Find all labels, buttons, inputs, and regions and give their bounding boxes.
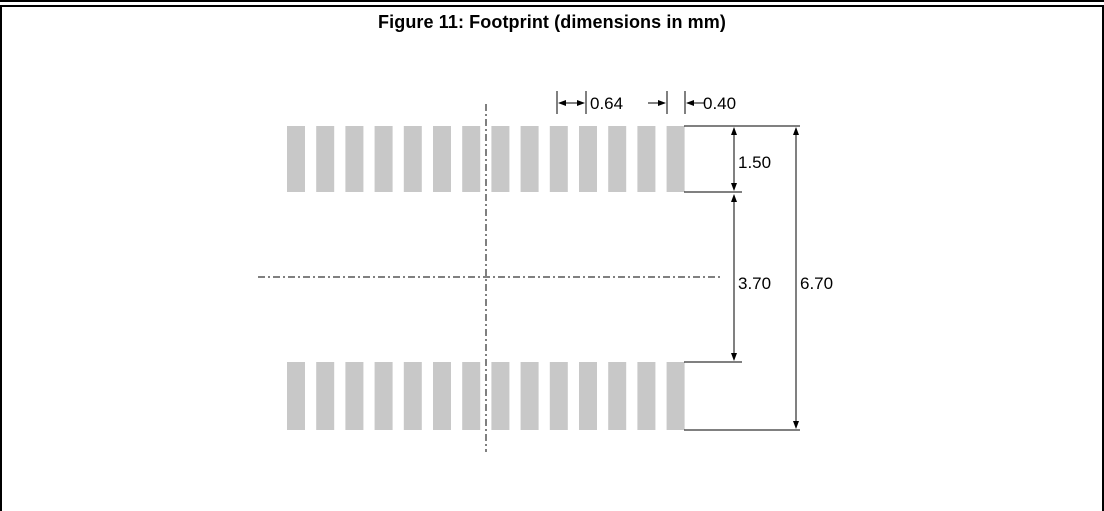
top-pad	[433, 126, 451, 192]
bottom-pad	[316, 362, 335, 430]
left-border-line	[0, 5, 2, 511]
overall-label: 6.70	[800, 274, 833, 293]
top-pad	[491, 126, 510, 192]
top-pad	[316, 126, 335, 192]
bottom-pad	[374, 362, 393, 430]
figure-title: Figure 11: Footprint (dimensions in mm)	[378, 12, 726, 32]
top-border-line-inner	[0, 5, 1104, 7]
top-pad-row	[287, 126, 685, 192]
top-pad	[287, 126, 305, 192]
top-pad	[403, 126, 422, 192]
pad-width-label: 0.40	[703, 94, 736, 113]
bottom-pad	[403, 362, 422, 430]
top-pad	[462, 126, 481, 192]
overall-dimension: 6.70	[793, 127, 833, 429]
extension-lines	[684, 125, 800, 431]
bottom-pad	[579, 362, 597, 430]
bottom-pad	[666, 362, 685, 430]
gap-dimension: 3.70	[731, 194, 771, 361]
top-pad	[520, 126, 539, 192]
bottom-pad	[287, 362, 305, 430]
pitch-label: 0.64	[590, 94, 623, 113]
bottom-pad-row	[287, 362, 685, 430]
bottom-pad	[433, 362, 451, 430]
bottom-pad	[637, 362, 656, 430]
bottom-pad	[608, 362, 627, 430]
gap-label: 3.70	[738, 274, 771, 293]
pitch-dimension: 0.64	[556, 91, 666, 114]
top-pad	[579, 126, 597, 192]
top-pad	[374, 126, 393, 192]
bottom-pad	[345, 362, 364, 430]
top-pad	[345, 126, 364, 192]
top-pad	[608, 126, 627, 192]
pad-width-dimension: 0.40	[666, 91, 736, 114]
top-border-line	[0, 0, 1104, 2]
bottom-pad	[491, 362, 510, 430]
right-border-line	[1102, 5, 1104, 511]
bottom-pad	[462, 362, 481, 430]
bottom-pad	[549, 362, 568, 430]
pad-length-label: 1.50	[738, 153, 771, 172]
top-pad	[637, 126, 656, 192]
bottom-pad	[520, 362, 539, 430]
pad-length-dimension: 1.50	[731, 127, 771, 191]
top-pad	[666, 126, 685, 192]
top-pad	[549, 126, 568, 192]
